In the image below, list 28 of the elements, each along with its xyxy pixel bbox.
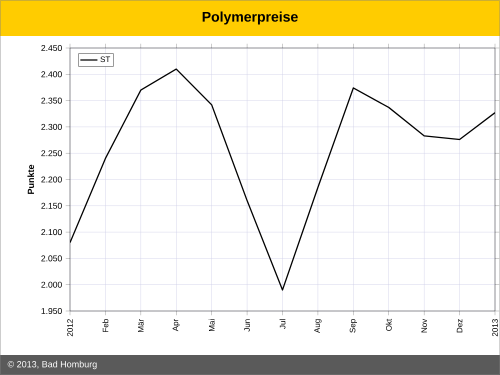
x-tick-label: Aug (314, 319, 322, 334)
y-tick-label: 2.000 (41, 282, 62, 288)
x-tick-label: Dez (456, 319, 462, 332)
x-tick-label: Jun (244, 319, 250, 332)
x-tick-label: Mai (208, 319, 215, 332)
x-tick-label: Feb (102, 319, 108, 332)
x-tick-label: 2013 (492, 319, 498, 336)
y-tick-label: 2.450 (41, 45, 62, 52)
y-tick-label: 2.350 (41, 98, 62, 104)
y-tick-label: 1.950 (42, 308, 62, 314)
y-tick-label: 2.050 (41, 255, 62, 262)
x-tick-label: Jul (280, 319, 286, 329)
x-tick-label: Mär (138, 318, 144, 332)
y-tick-label: 2.150 (41, 202, 62, 209)
x-tick-label: 2012 (67, 319, 73, 336)
y-tick-label: 2.200 (41, 176, 62, 183)
x-tick-label: Okt (386, 318, 392, 331)
y-tick-label: 2.250 (41, 150, 62, 156)
y-tick-label: 2.100 (41, 229, 62, 236)
legend-label: ST (100, 56, 110, 62)
y-tick-label: 2.300 (41, 124, 62, 130)
y-tick-label: 2.400 (41, 71, 62, 78)
text: © 2013, Bad Homburg (8, 360, 97, 370)
x-tick-label: Apr (172, 318, 180, 332)
x-tick-label: Sep (350, 319, 357, 333)
y-axis-title: Punkte (27, 164, 34, 194)
x-tick-label: Nov (421, 318, 427, 332)
chart-title: Polymerpreise (202, 11, 298, 25)
